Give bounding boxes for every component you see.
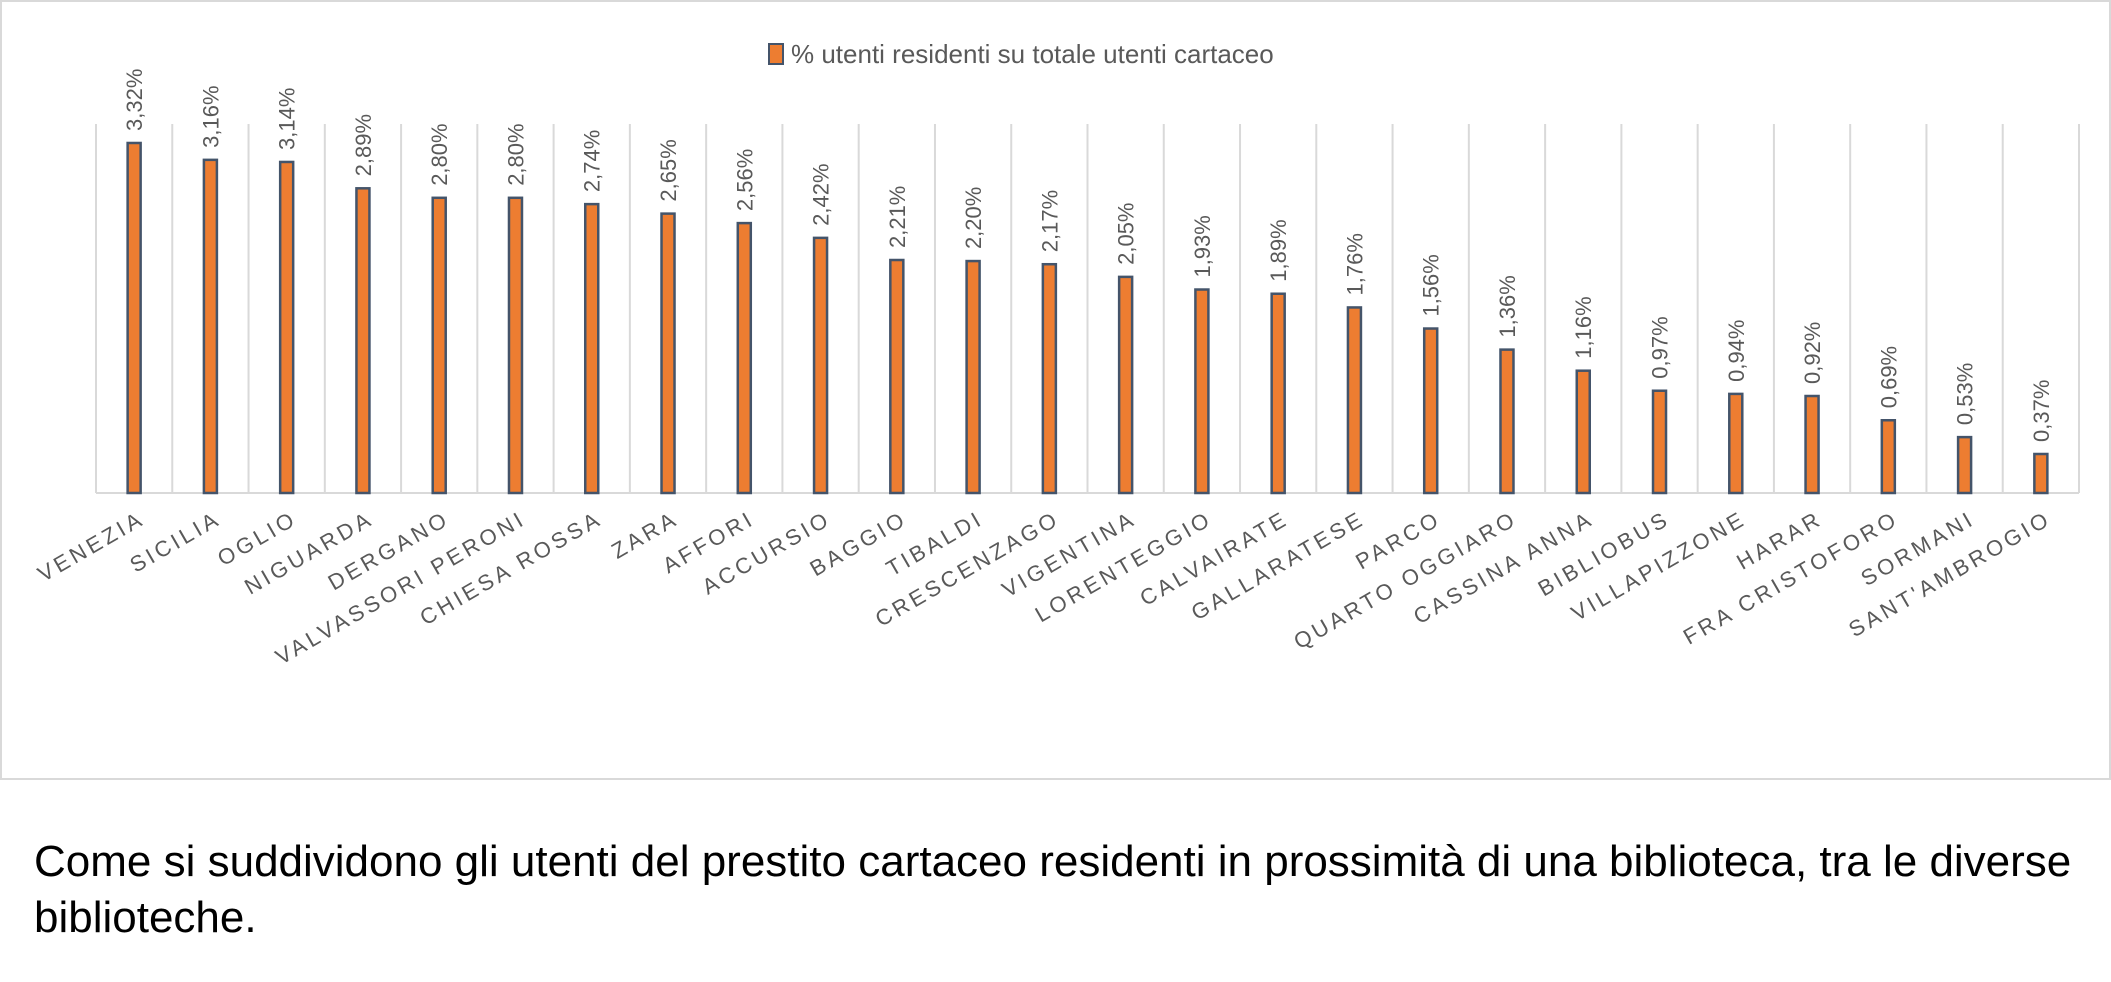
bar [1194, 288, 1210, 495]
bar [889, 258, 905, 495]
data-label: 2,80% [503, 123, 528, 185]
data-label: 1,16% [1571, 296, 1596, 358]
gridlines [95, 124, 2080, 494]
data-labels: 3,32% 3,16% 3,14% 2,89% 2,80% 2,80% 2,74% 2,65%… [122, 69, 2054, 442]
data-label: 2,21% [885, 186, 910, 248]
bar [2033, 452, 2049, 495]
bar [1422, 327, 1439, 495]
data-label: 3,16% [198, 85, 223, 147]
data-label: 2,56% [732, 149, 757, 211]
data-label: 0,94% [1724, 320, 1749, 382]
bar [1270, 292, 1286, 495]
bar [660, 212, 676, 495]
data-label: 1,89% [1266, 219, 1291, 281]
bar [584, 202, 600, 495]
bar [1651, 389, 1668, 495]
category-labels: VENEZIASICILIAOGLIONIGUARDADERGANOVALVAS… [33, 506, 2055, 670]
data-label: 1,56% [1419, 254, 1444, 316]
bar [1499, 348, 1515, 495]
bar [1728, 392, 1744, 495]
category-label: VENEZIA [33, 506, 148, 587]
data-label: 2,80% [427, 123, 452, 185]
data-label: 2,20% [961, 187, 986, 249]
bar [126, 141, 142, 495]
data-label: 2,74% [580, 130, 605, 192]
bar [507, 196, 524, 495]
bar [1956, 435, 1973, 495]
data-label: 3,14% [275, 88, 300, 150]
legend-label: % utenti residenti su totale utenti cart… [791, 39, 1274, 69]
data-label: 2,17% [1037, 190, 1062, 252]
data-label: 2,05% [1114, 202, 1139, 264]
bar [202, 158, 219, 495]
bar [355, 187, 371, 495]
data-label: 0,53% [1953, 363, 1978, 425]
data-label: 1,93% [1190, 215, 1215, 277]
bar [965, 259, 981, 495]
legend-swatch [768, 43, 784, 65]
bar [1880, 419, 1897, 495]
bar [736, 221, 753, 495]
bars [126, 141, 2049, 495]
data-label: 0,92% [1800, 322, 1825, 384]
bar [1346, 306, 1363, 495]
data-label: 2,42% [809, 163, 834, 225]
data-label: 1,76% [1342, 233, 1367, 295]
data-label: 0,69% [1876, 346, 1901, 408]
bar [1041, 262, 1058, 495]
bar [1117, 275, 1134, 495]
bar [431, 196, 447, 495]
category-label: NIGUARDA [240, 506, 377, 600]
chart-frame: 3,32% 3,16% 3,14% 2,89% 2,80% 2,80% 2,74% 2,65%… [0, 0, 2111, 780]
chart-caption: Come si suddividono gli utenti del prest… [34, 837, 2072, 942]
bar [1575, 369, 1591, 495]
data-label: 2,65% [656, 139, 681, 201]
category-label: ACCURSIO [698, 506, 835, 600]
data-label: 1,36% [1495, 275, 1520, 337]
data-label: 2,89% [351, 114, 376, 176]
data-label: 0,97% [1648, 316, 1673, 378]
bar [278, 160, 295, 495]
data-label: 0,37% [2029, 380, 2054, 442]
bar [1804, 394, 1820, 495]
bar [812, 236, 829, 495]
data-label: 3,32% [122, 69, 147, 131]
legend: % utenti residenti su totale utenti cart… [768, 39, 1274, 69]
bar-chart: 3,32% 3,16% 3,14% 2,89% 2,80% 2,80% 2,74% 2,65%… [33, 39, 2080, 670]
